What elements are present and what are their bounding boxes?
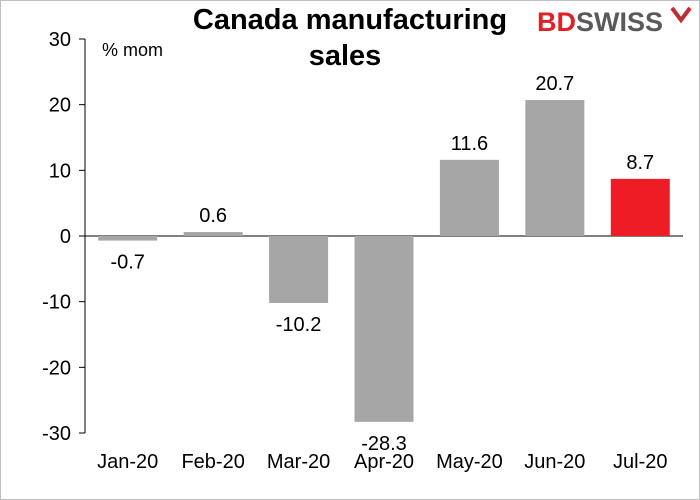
bar-may-20 bbox=[439, 159, 499, 236]
bar-mar-20 bbox=[269, 236, 329, 303]
x-tick-label: Feb-20 bbox=[181, 451, 244, 473]
value-label: -10.2 bbox=[276, 314, 322, 336]
bar-jan-20 bbox=[98, 236, 158, 241]
x-tick-label: Jul-20 bbox=[613, 451, 667, 473]
x-tick-label: Mar-20 bbox=[267, 451, 330, 473]
bar-feb-20 bbox=[183, 232, 243, 236]
chart-title-line2: sales bbox=[309, 40, 382, 72]
bar-jun-20 bbox=[525, 100, 585, 236]
y-tick-label: -30 bbox=[42, 423, 71, 445]
value-label: 0.6 bbox=[199, 205, 227, 227]
value-label: -28.3 bbox=[361, 433, 407, 455]
y-tick-label: 20 bbox=[49, 95, 71, 117]
value-label: 8.7 bbox=[626, 152, 654, 174]
bar-apr-20 bbox=[354, 236, 414, 422]
value-label: 11.6 bbox=[451, 133, 488, 155]
x-tick-label: May-20 bbox=[436, 451, 503, 473]
value-labels: -0.7 0.6 -10.2 -28.3 11.6 20.7 8.7 bbox=[110, 73, 654, 455]
y-tick-label: -10 bbox=[42, 292, 71, 314]
value-label: -0.7 bbox=[110, 252, 144, 274]
bdswiss-logo: BDSWISS bbox=[537, 6, 692, 37]
chart-title-line1: Canada manufacturing bbox=[193, 4, 507, 36]
bar-jul-20 bbox=[610, 178, 670, 236]
x-tick-label: Jun-20 bbox=[524, 451, 585, 473]
y-tick-label: 30 bbox=[49, 29, 71, 51]
unit-label: % mom bbox=[102, 40, 163, 60]
logo-chevron-icon bbox=[670, 6, 692, 24]
logo-part2: SWISS bbox=[576, 7, 663, 37]
x-tick-label: Jan-20 bbox=[97, 451, 158, 473]
logo-part1: BD bbox=[537, 7, 576, 37]
x-tick-label: Apr-20 bbox=[354, 451, 414, 473]
value-label: 20.7 bbox=[535, 73, 574, 95]
y-tick-label: -20 bbox=[42, 357, 71, 379]
y-tick-label: 10 bbox=[49, 160, 71, 182]
svg-text:BDSWISS: BDSWISS bbox=[537, 7, 663, 37]
y-tick-label: 0 bbox=[60, 226, 71, 248]
bars bbox=[98, 100, 670, 422]
